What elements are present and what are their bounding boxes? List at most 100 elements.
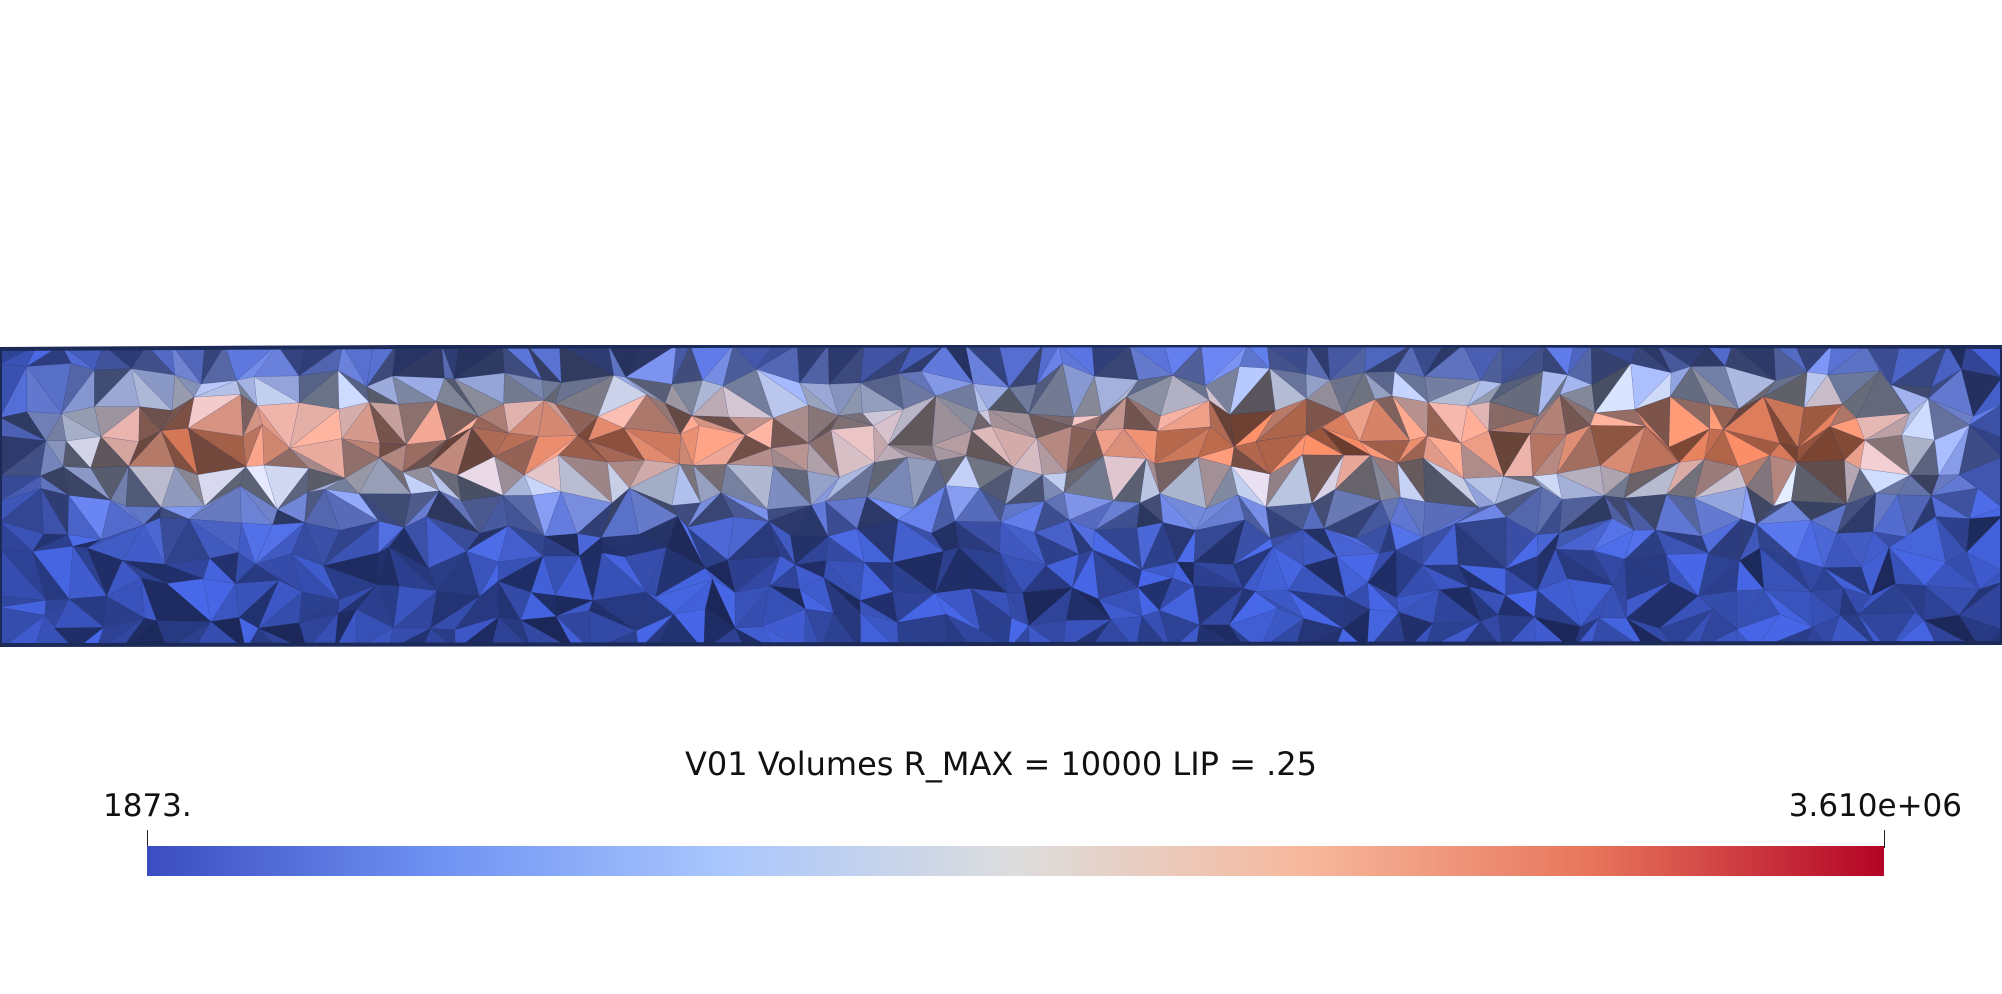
mesh-cell	[1665, 553, 1699, 597]
mesh-cell	[337, 369, 370, 410]
mesh-cell	[1536, 486, 1563, 536]
mesh-cell	[1623, 497, 1657, 531]
mesh-cell	[1945, 552, 1980, 590]
mesh-cell	[1763, 371, 1808, 397]
mesh-cell	[1559, 374, 1593, 396]
mesh-cell	[1062, 362, 1095, 418]
mesh-cell	[999, 553, 1047, 594]
mesh-cell	[1354, 500, 1391, 539]
colorbar-gradient[interactable]	[147, 846, 1884, 876]
mesh-cell	[1754, 613, 1814, 646]
mesh-cell	[692, 464, 722, 504]
mesh-cell	[1763, 396, 1799, 449]
mesh-cell	[1722, 396, 1781, 444]
mesh-cell	[1232, 519, 1272, 566]
mesh-cell	[1739, 547, 1765, 591]
mesh-cell	[1265, 506, 1303, 540]
mesh-cell	[1624, 529, 1657, 560]
mesh-cell	[1756, 523, 1796, 559]
colorbar-max-tick	[1884, 830, 1885, 848]
mesh-cell	[341, 438, 380, 479]
mesh-cell	[1063, 492, 1115, 521]
mesh-cell	[799, 345, 830, 385]
mesh-cell	[1066, 425, 1096, 474]
mesh-cell	[388, 527, 430, 569]
mesh-cell	[613, 375, 647, 395]
mesh-object[interactable]	[0, 345, 2002, 650]
mesh-cell	[1559, 495, 1606, 534]
mesh-cell	[808, 404, 840, 444]
mesh-cell	[1861, 546, 1890, 597]
mesh-cell	[1367, 582, 1400, 613]
mesh-cell	[1888, 612, 1925, 646]
mesh-cell	[160, 396, 195, 431]
mesh-cell	[556, 599, 594, 617]
colorbar-max-label: 3.610e+06	[1788, 788, 1962, 824]
mesh-cell	[1773, 345, 1808, 381]
mesh-cell	[164, 563, 204, 584]
mesh-cell	[999, 521, 1047, 567]
mesh-cell	[931, 395, 973, 446]
mesh-cell	[1427, 379, 1482, 407]
mesh-cell	[1797, 403, 1844, 449]
mesh-cell	[1397, 457, 1426, 503]
mesh-cell	[289, 402, 340, 449]
mesh-cell	[1266, 345, 1307, 375]
mesh-cell	[1697, 590, 1737, 630]
mesh-cell	[263, 465, 310, 511]
mesh-cell	[1101, 379, 1139, 416]
mesh-cell	[427, 427, 472, 467]
mesh-cell	[965, 455, 1014, 489]
mesh-cell	[1367, 581, 1400, 613]
mesh-cell	[1690, 366, 1740, 410]
mesh-cell	[1397, 435, 1428, 464]
mesh-cell	[1567, 345, 1592, 376]
mesh-cell	[1894, 583, 1926, 621]
mesh-cell	[1969, 403, 2002, 439]
mesh-cell	[1738, 454, 1771, 488]
mesh-cell	[0, 411, 47, 442]
mesh-cell	[1058, 345, 1095, 377]
mesh-cell	[538, 399, 579, 437]
mesh-cell	[1537, 370, 1569, 417]
mesh-cell	[655, 547, 706, 598]
mesh-cell	[1065, 587, 1112, 621]
mesh-cell	[1072, 587, 1112, 620]
mesh-cell	[554, 403, 599, 436]
mesh-cell	[1623, 462, 1680, 499]
mesh-cell	[523, 435, 579, 476]
mesh-cell	[61, 363, 95, 414]
mesh-cell	[1359, 440, 1411, 464]
mesh-cell	[503, 400, 545, 434]
colorbar-title: V01 Volumes R_MAX = 10000 LIP = .25	[684, 745, 1318, 783]
mesh-cell	[1323, 488, 1382, 529]
mesh-cell	[1536, 532, 1561, 557]
mesh-cell	[1857, 613, 1890, 646]
mesh-cell	[1675, 609, 1714, 646]
mesh-cell	[1028, 363, 1063, 415]
mesh-cell	[1803, 371, 1829, 409]
mesh-cell	[1389, 496, 1424, 538]
mesh-cell	[490, 616, 533, 646]
mesh-cell	[704, 568, 736, 593]
mesh-cell	[1158, 577, 1194, 612]
mesh-cell	[796, 345, 829, 384]
mesh-cell	[1094, 428, 1125, 457]
mesh-cell	[806, 470, 841, 506]
mesh-cell	[1158, 585, 1200, 626]
mesh-cell	[873, 424, 889, 464]
mesh-cell	[1972, 376, 2002, 418]
mesh-cell	[1935, 516, 1967, 563]
mesh-cell	[601, 552, 647, 593]
mesh-cell	[1740, 486, 1757, 525]
mesh-cell	[558, 454, 614, 504]
mesh-cell	[629, 487, 679, 535]
mesh-cell	[1255, 591, 1305, 619]
mesh-cell	[897, 345, 946, 375]
mesh-cell	[978, 409, 993, 428]
mesh-cell	[377, 527, 405, 554]
mesh-cell	[1969, 424, 2002, 459]
mesh-cell	[794, 560, 827, 579]
mesh-cell	[1542, 345, 1569, 376]
